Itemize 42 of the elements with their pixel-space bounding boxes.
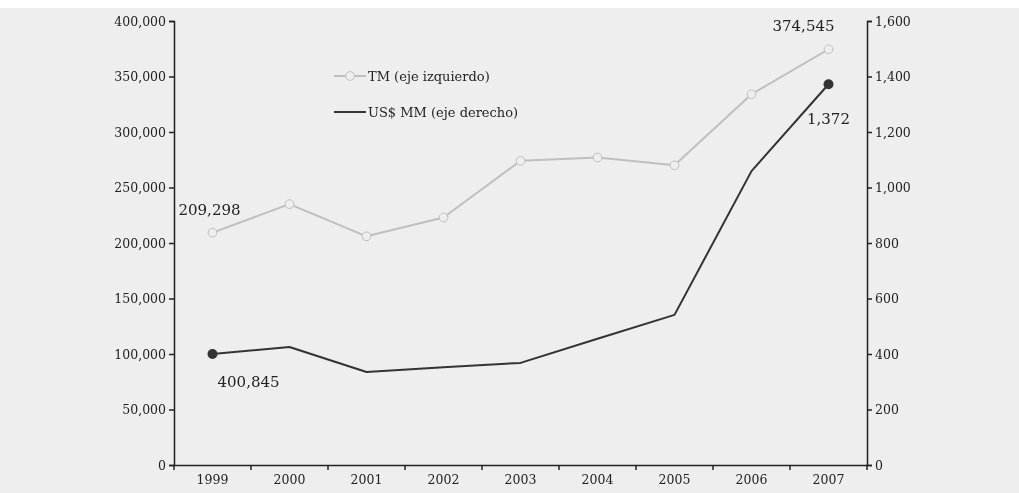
y2-tick-label: 600 <box>875 291 899 306</box>
y2-tick-label: 1,600 <box>875 13 911 29</box>
legend-label: US$ MM (eje derecho) <box>368 104 519 120</box>
x-tick-label: 2000 <box>273 472 306 488</box>
y2-tick-label: 1,000 <box>875 180 911 195</box>
y-tick-label: 250,000 <box>114 180 167 195</box>
y2-tick-label: 400 <box>875 346 899 362</box>
y-tick-label: 400,000 <box>114 13 167 29</box>
x-tick-label: 2002 <box>427 472 460 488</box>
annotation: 400,845 <box>217 373 280 391</box>
x-tick-label: 1999 <box>196 472 229 488</box>
point <box>823 44 834 55</box>
y2-tick-label: 200 <box>875 402 899 417</box>
point <box>669 160 680 171</box>
data-label: 374,545 <box>772 17 835 36</box>
y-tick-label: 200,000 <box>114 235 167 251</box>
point <box>746 89 757 100</box>
y2-tick-label: 0 <box>875 457 883 473</box>
x-tick-label: 2005 <box>658 472 691 488</box>
y-tick-label: 350,000 <box>114 69 167 84</box>
x-tick-label: 2006 <box>735 472 768 488</box>
y-tick-label: 0 <box>158 457 167 473</box>
point <box>592 152 603 163</box>
y-tick-label: 300,000 <box>114 124 167 140</box>
data-label: 209,298 <box>178 200 241 219</box>
y2-tick-label: 800 <box>875 235 899 251</box>
point <box>361 231 372 242</box>
data-label: 1,372 <box>807 110 850 129</box>
y-tick-label: 100,000 <box>114 346 167 362</box>
x-tick-label: 2007 <box>812 472 845 488</box>
point <box>284 199 295 210</box>
y-tick-label: 50,000 <box>122 402 167 417</box>
point <box>438 212 449 223</box>
x-tick-label: 2004 <box>581 472 614 488</box>
y2-tick-label: 1,200 <box>875 124 911 140</box>
y2-tick-label: 1,400 <box>875 69 911 84</box>
y-tick-label: 150,000 <box>114 291 167 306</box>
x-tick-label: 2003 <box>504 472 537 488</box>
point <box>207 227 218 238</box>
point <box>515 156 526 166</box>
legend-label: TM (eje izquierdo) <box>368 68 490 84</box>
x-tick-label: 2001 <box>350 472 383 488</box>
